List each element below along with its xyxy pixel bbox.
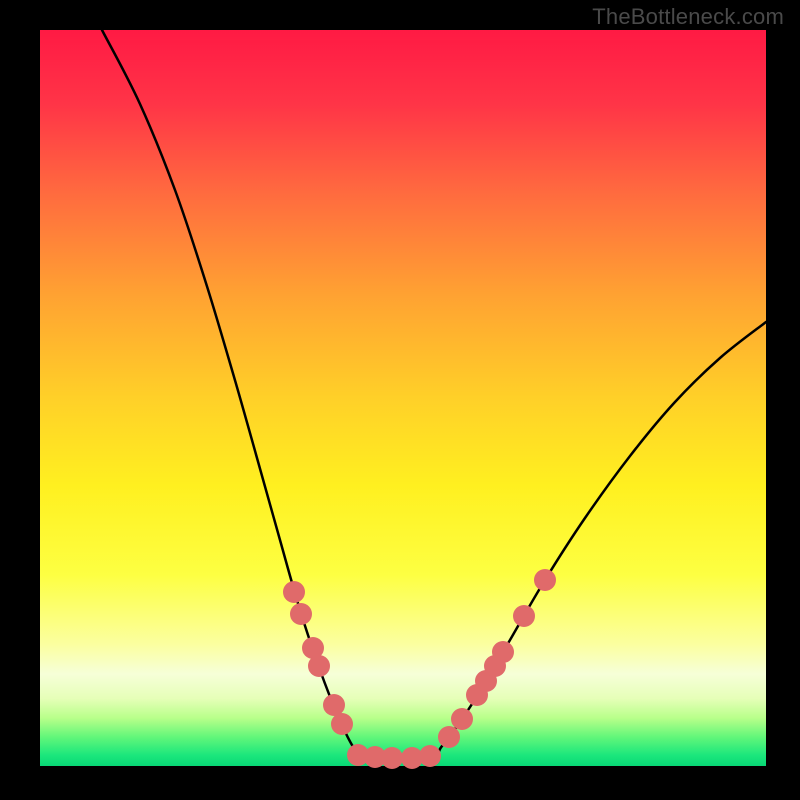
- chart-container: TheBottleneck.com: [0, 0, 800, 800]
- data-dot: [381, 747, 403, 769]
- data-dot: [451, 708, 473, 730]
- data-dot: [492, 641, 514, 663]
- data-dot: [438, 726, 460, 748]
- data-dot: [331, 713, 353, 735]
- data-dot: [534, 569, 556, 591]
- data-dot: [513, 605, 535, 627]
- watermark-text: TheBottleneck.com: [592, 4, 784, 30]
- plot-area: [40, 30, 766, 766]
- data-dot: [419, 745, 441, 767]
- data-dot: [290, 603, 312, 625]
- data-dot: [308, 655, 330, 677]
- data-dot: [323, 694, 345, 716]
- chart-svg: [0, 0, 800, 800]
- data-dot: [283, 581, 305, 603]
